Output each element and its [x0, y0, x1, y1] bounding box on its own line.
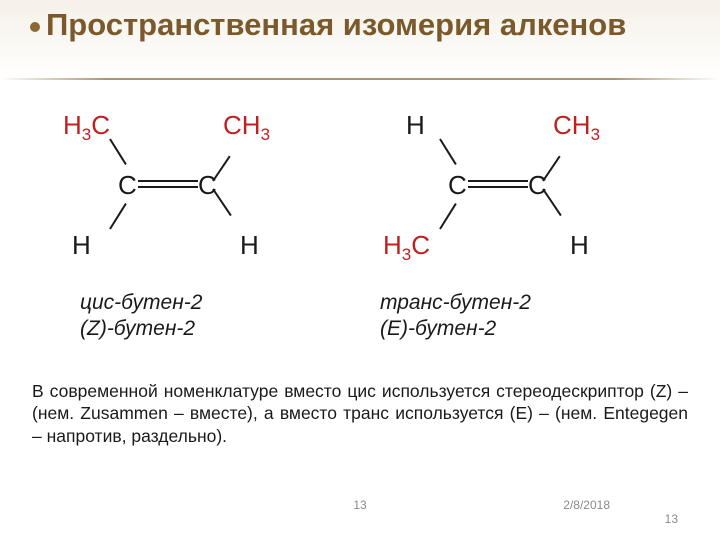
bond — [439, 203, 457, 230]
atom-h_br: H — [240, 230, 259, 261]
molecule-row: H3CCH3CCHH HCH3CCH3CH — [40, 110, 680, 285]
bond — [468, 186, 528, 188]
bond — [109, 203, 127, 230]
atom-h_tl: H — [406, 110, 425, 141]
page-number-center: 13 — [353, 498, 366, 512]
body-paragraph: В современной номенклатуре вместо цис ис… — [32, 380, 688, 447]
atom-h_br: H — [570, 230, 589, 261]
atom-ch3_tr: CH3 — [553, 110, 600, 145]
atom-h3c_bl: H3C — [383, 230, 430, 265]
footer: 13 2/8/2018 13 — [0, 502, 720, 530]
bullet-icon — [30, 22, 40, 32]
atom-c_r: C — [528, 170, 547, 201]
molecule-cis: H3CCH3CCHH — [40, 110, 300, 280]
footer-date: 2/8/2018 — [563, 498, 610, 512]
slide: Пространственная изомерия алкенов H3CCH3… — [0, 0, 720, 540]
label-cis-line1: цис-бутен-2 — [80, 290, 340, 316]
atom-c_l: C — [118, 170, 137, 201]
bond — [138, 180, 198, 182]
atom-h_bl: H — [72, 230, 91, 261]
label-trans-line1: транс-бутен-2 — [380, 290, 640, 316]
label-trans-line2: (E)-бутен-2 — [380, 316, 640, 342]
label-trans: транс-бутен-2 (E)-бутен-2 — [380, 290, 640, 343]
bond — [468, 180, 528, 182]
molecule-trans: HCH3CCH3CH — [370, 110, 630, 280]
slide-title: Пространственная изомерия алкенов — [46, 7, 626, 42]
atom-ch3_tr: CH3 — [223, 110, 270, 145]
label-cis: цис-бутен-2 (Z)-бутен-2 — [80, 290, 340, 343]
label-cis-line2: (Z)-бутен-2 — [80, 316, 340, 342]
atom-c_l: C — [448, 170, 467, 201]
atom-h3c_tl: H3C — [63, 110, 110, 145]
page-number-right: 13 — [665, 512, 678, 526]
isomer-labels: цис-бутен-2 (Z)-бутен-2 транс-бутен-2 (E… — [0, 290, 720, 343]
atom-c_r: C — [198, 170, 217, 201]
bond — [138, 186, 198, 188]
title-block: Пространственная изомерия алкенов — [30, 8, 690, 43]
bond — [439, 138, 457, 165]
bond — [109, 138, 127, 165]
